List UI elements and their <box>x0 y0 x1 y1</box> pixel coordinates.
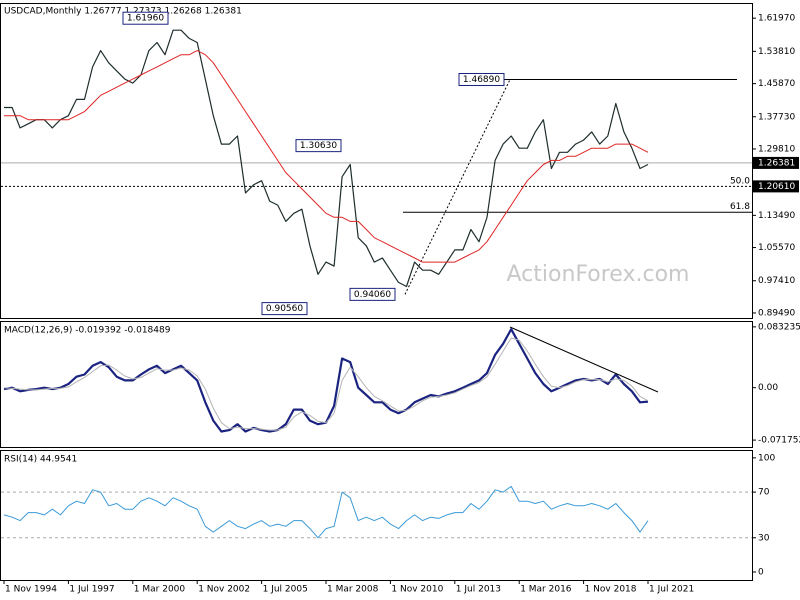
price-tag <box>753 156 799 169</box>
x-tick-label: 1 Nov 2018 <box>585 585 637 595</box>
y-tick-label: 0.89490 <box>758 308 795 318</box>
y-tick-label: 0 <box>758 568 764 578</box>
price-tag <box>753 180 799 193</box>
price-tag-label: 1.26381 <box>758 158 795 168</box>
macd-trend-line <box>509 326 659 393</box>
x-tick-label: 1 Jul 2013 <box>456 585 501 595</box>
y-tick-label: 100 <box>758 453 775 463</box>
x-tick-label: 1 Nov 2010 <box>391 585 443 595</box>
y-tick-label: 1.13490 <box>758 211 795 221</box>
price-panel <box>0 3 753 319</box>
series-line <box>4 50 649 263</box>
y-tick-label: 0.97410 <box>758 276 795 286</box>
x-tick-label: 1 Nov 1994 <box>5 585 57 595</box>
level-label: 1.61960 <box>127 14 164 24</box>
x-tick-label: 1 Jul 2021 <box>649 585 694 595</box>
panel-title: USDCAD,Monthly 1.26777 1.27373 1.26268 1… <box>4 7 242 17</box>
level-box <box>261 302 308 316</box>
series-line <box>3 485 649 539</box>
series-line <box>3 337 649 431</box>
x-tick-label: 1 Mar 2016 <box>520 585 572 595</box>
price-tag-label: 1.20610 <box>758 182 795 192</box>
x-tick-label: 1 Mar 2000 <box>134 585 186 595</box>
level-box <box>458 73 505 87</box>
y-tick-label: 0.083235 <box>758 322 800 332</box>
y-tick-label: 70 <box>758 488 770 498</box>
y-tick-label: 1.29810 <box>758 144 795 154</box>
panel-title: RSI(14) 44.9541 <box>4 455 77 465</box>
watermark: ActionForex.com <box>507 262 690 287</box>
level-box <box>122 11 169 25</box>
level-label: 0.94060 <box>354 290 391 300</box>
level-box <box>349 287 396 301</box>
y-tick-label: -0.071752 <box>758 436 800 446</box>
x-tick-label: 1 Jul 1997 <box>69 585 114 595</box>
series-line <box>4 29 649 288</box>
x-tick-label: 1 Jul 2005 <box>263 585 308 595</box>
y-tick-label: 30 <box>758 533 770 543</box>
x-tick-label: 1 Mar 2008 <box>327 585 379 595</box>
y-tick-label: 1.05570 <box>758 243 795 253</box>
level-label: 1.46890 <box>463 75 500 85</box>
level-box <box>295 139 342 153</box>
y-tick-label: 1.61970 <box>758 14 795 24</box>
macd-panel <box>0 321 753 448</box>
y-tick-label: 1.45870 <box>758 79 795 89</box>
y-tick-label: 1.37730 <box>758 112 795 122</box>
panel-title: MACD(12,26,9) -0.019392 -0.018489 <box>4 326 171 336</box>
level-label: 1.30630 <box>300 141 337 151</box>
fib-label: 61.8 <box>730 202 750 212</box>
rsi-panel <box>0 450 753 581</box>
y-tick-label: 1.53810 <box>758 47 795 57</box>
x-tick-label: 1 Nov 2002 <box>198 585 250 595</box>
level-label: 0.90560 <box>266 304 303 314</box>
fib-label: 50.0 <box>730 176 750 186</box>
y-tick-label: 0.00 <box>758 383 778 393</box>
